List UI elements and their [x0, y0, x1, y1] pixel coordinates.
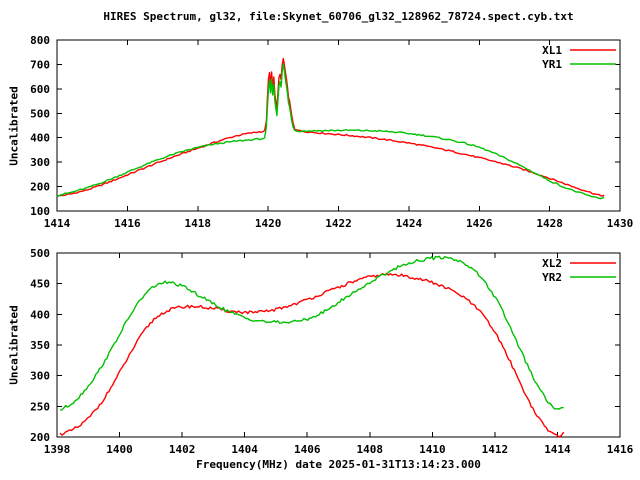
x-tick-label: 1428 — [536, 217, 563, 230]
series-line-xl1 — [56, 57, 605, 198]
legend-label-yr2: YR2 — [542, 271, 562, 284]
series-line-xl2 — [59, 272, 565, 438]
y-tick-label: 200 — [30, 431, 50, 444]
y-tick-label: 500 — [30, 247, 50, 260]
x-tick-label: 1430 — [607, 217, 634, 230]
x-tick-label: 1418 — [185, 217, 212, 230]
plot-border — [56, 252, 621, 438]
y-tick-label: 400 — [30, 132, 50, 145]
x-axis-label: Frequency(MHz) date 2025-01-31T13:14:23.… — [196, 458, 481, 471]
series-line-yr2 — [59, 255, 564, 411]
x-tick-label: 1426 — [466, 217, 493, 230]
x-tick-label: 1424 — [396, 217, 423, 230]
x-tick-label: 1402 — [169, 443, 196, 456]
x-tick-label: 1406 — [294, 443, 321, 456]
legend-label-xl2: XL2 — [542, 257, 562, 270]
x-tick-label: 1414 — [44, 217, 71, 230]
chart-title: HIRES Spectrum, gl32, file:Skynet_60706_… — [103, 10, 574, 23]
y-tick-label: 800 — [30, 34, 50, 47]
y-tick-label: 400 — [30, 308, 50, 321]
y-tick-label: 500 — [30, 107, 50, 120]
x-tick-label: 1416 — [114, 217, 141, 230]
x-tick-label: 1412 — [482, 443, 509, 456]
plot-border — [56, 39, 621, 212]
x-tick-label: 1410 — [419, 443, 446, 456]
y-tick-label: 250 — [30, 400, 50, 413]
series-line-yr1 — [56, 63, 605, 200]
x-tick-label: 1398 — [44, 443, 71, 456]
x-tick-label: 1408 — [357, 443, 384, 456]
x-tick-label: 1420 — [255, 217, 282, 230]
x-tick-label: 1414 — [544, 443, 571, 456]
y-tick-label: 450 — [30, 278, 50, 291]
y-tick-label: 600 — [30, 83, 50, 96]
y-tick-label: 200 — [30, 181, 50, 194]
y-tick-label: 350 — [30, 339, 50, 352]
x-tick-label: 1416 — [607, 443, 634, 456]
x-tick-label: 1404 — [231, 443, 258, 456]
x-tick-label: 1400 — [106, 443, 133, 456]
x-tick-label: 1422 — [325, 217, 352, 230]
legend-label-xl1: XL1 — [542, 44, 562, 57]
legend-label-yr1: YR1 — [542, 58, 562, 71]
y-tick-label: 100 — [30, 205, 50, 218]
y-tick-label: 300 — [30, 370, 50, 383]
y-tick-label: 700 — [30, 58, 50, 71]
y-tick-label: 300 — [30, 156, 50, 169]
